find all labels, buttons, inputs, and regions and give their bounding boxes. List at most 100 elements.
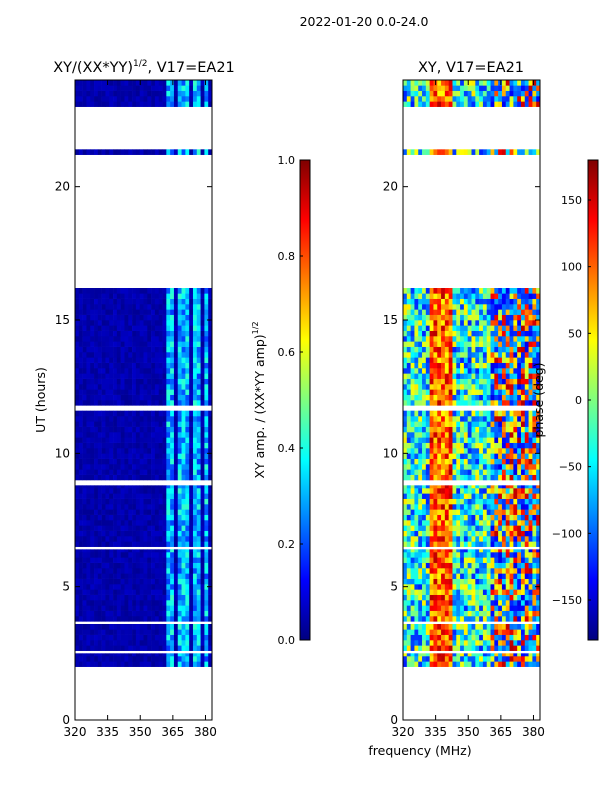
heatmap-cell [208, 594, 212, 601]
heatmap-cell [170, 520, 175, 526]
heatmap-cell [189, 288, 194, 294]
heatmap-cell [189, 640, 194, 646]
heatmap-cell [403, 656, 408, 662]
heatmap-cell [437, 373, 442, 379]
heatmap-cell [124, 362, 129, 369]
heatmap-cell [86, 352, 91, 358]
heatmap-cell [429, 464, 434, 470]
heatmap-cell [132, 378, 137, 385]
heatmap-cell [403, 605, 408, 611]
heatmap-cell [437, 410, 442, 417]
heatmap-cell [448, 378, 453, 385]
heatmap-cell [189, 653, 194, 657]
heatmap-cell [116, 448, 121, 454]
heatmap-cell [513, 346, 518, 353]
heatmap-cell [456, 485, 461, 489]
heatmap-cell [109, 90, 114, 97]
heatmap-row [403, 653, 540, 657]
heatmap-cell [151, 320, 156, 326]
heatmap-cell [486, 464, 491, 470]
heatmap-cell [528, 378, 533, 385]
heatmap-cell [498, 562, 503, 569]
heatmap-cell [113, 362, 118, 369]
heatmap-cell [532, 448, 537, 454]
heatmap-cell [490, 442, 495, 449]
heatmap-cell [166, 288, 171, 294]
heatmap-cell [151, 416, 156, 422]
heatmap-cell [536, 394, 540, 401]
heatmap-cell [132, 85, 137, 91]
heatmap-cell [185, 341, 190, 347]
heatmap-cell [532, 573, 537, 579]
heatmap-cell [181, 304, 186, 310]
heatmap-cell [151, 426, 156, 433]
heatmap-cell [490, 605, 495, 611]
heatmap-cell [204, 458, 209, 465]
heatmap-cell [147, 341, 152, 347]
heatmap-cell [147, 504, 152, 510]
heatmap-cell [528, 432, 533, 438]
heatmap-cell [517, 573, 522, 579]
heatmap-cell [124, 661, 129, 667]
heatmap-cell [181, 530, 186, 537]
heatmap-cell [105, 384, 110, 390]
heatmap-cell [151, 352, 156, 358]
heatmap-cell [448, 357, 453, 363]
heatmap-cell [154, 346, 160, 353]
heatmap-cell [444, 640, 449, 646]
heatmap-cell [78, 605, 83, 611]
heatmap-cell [410, 645, 415, 651]
heatmap-cell [444, 509, 449, 515]
heatmap-cell [524, 474, 529, 481]
x-tick-label: 350 [129, 725, 152, 739]
heatmap-cell [532, 536, 537, 542]
heatmap-cell [105, 309, 110, 315]
heatmap-cell [105, 525, 110, 531]
heatmap-cell [135, 464, 140, 470]
heatmap-cell [128, 304, 133, 310]
heatmap-cell [151, 541, 156, 547]
heatmap-cell [494, 552, 499, 558]
heatmap-cell [517, 552, 522, 558]
heatmap-cell [177, 458, 182, 465]
heatmap-cell [147, 368, 152, 374]
heatmap-cell [524, 378, 529, 385]
heatmap-cell [208, 288, 212, 294]
heatmap-cell [78, 661, 83, 667]
heatmap-cell [196, 634, 201, 641]
heatmap-cell [128, 552, 133, 558]
heatmap-cell [166, 432, 171, 438]
heatmap-cell [471, 504, 476, 510]
heatmap-cell [532, 530, 537, 537]
heatmap-cell [173, 453, 179, 459]
heatmap-cell [181, 589, 186, 595]
heatmap-cell [520, 520, 526, 526]
heatmap-cell [94, 400, 99, 406]
heatmap-cell [128, 469, 133, 475]
heatmap-cell [418, 514, 423, 521]
heatmap-cell [418, 346, 423, 353]
heatmap-cell [208, 410, 212, 417]
heatmap-cell [456, 426, 461, 433]
heatmap-cell [147, 557, 152, 563]
heatmap-cell [536, 421, 540, 427]
heatmap-cell [86, 557, 91, 563]
heatmap-cell [116, 314, 121, 321]
heatmap-cell [482, 362, 488, 369]
heatmap-cell [498, 573, 503, 579]
heatmap-cell [425, 458, 430, 465]
heatmap-cell [403, 653, 408, 657]
heatmap-cell [139, 357, 144, 363]
heatmap-cell [520, 605, 526, 611]
heatmap-cell [189, 594, 194, 601]
heatmap-cell [97, 509, 102, 515]
heatmap-cell [204, 656, 209, 662]
heatmap-cell [135, 634, 140, 641]
heatmap-cell [204, 421, 209, 427]
heatmap-cell [448, 624, 453, 630]
heatmap-cell [181, 325, 186, 331]
heatmap-cell [425, 493, 430, 499]
heatmap-cell [166, 389, 171, 395]
heatmap-cell [132, 536, 137, 542]
heatmap-row [75, 525, 212, 531]
